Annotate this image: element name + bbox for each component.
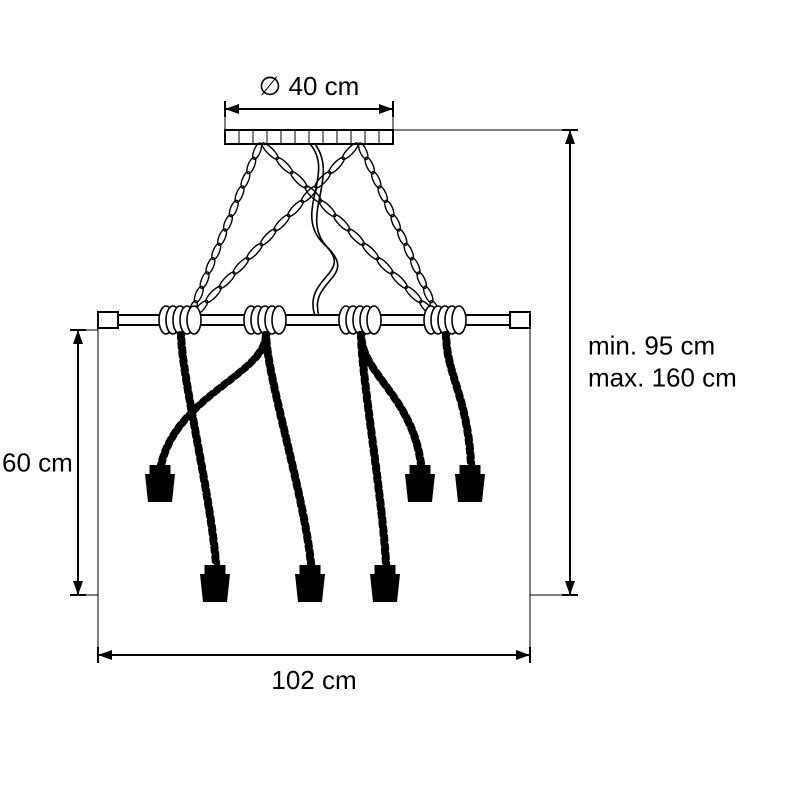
diameter-label: ∅ 40 cm — [259, 71, 360, 101]
height-min-label: min. 95 cm — [588, 331, 715, 361]
height-max-label: max. 160 cm — [588, 363, 737, 393]
drop-label: 60 cm — [2, 448, 73, 478]
width-label: 102 cm — [271, 665, 356, 695]
